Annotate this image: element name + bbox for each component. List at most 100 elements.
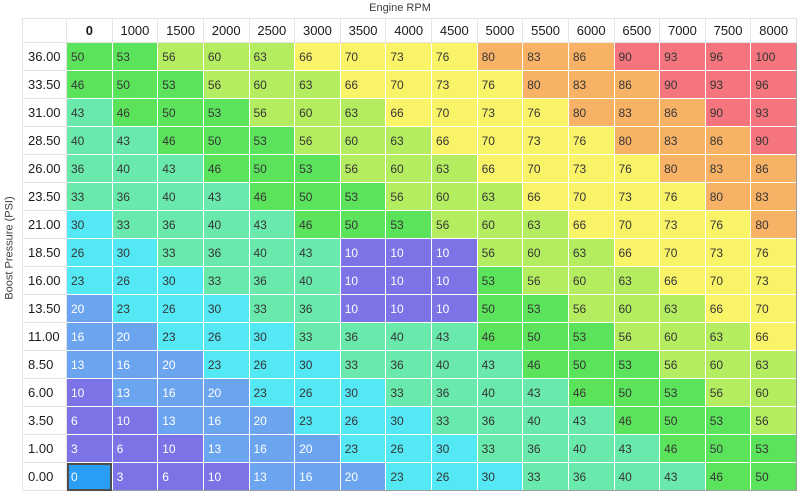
table-cell[interactable]: 93 [750,98,797,127]
table-cell[interactable]: 80 [613,126,661,155]
table-cell[interactable]: 70 [522,154,569,183]
column-header-7000[interactable]: 7000 [659,18,706,43]
table-cell[interactable]: 10 [339,238,387,267]
table-cell[interactable]: 23 [385,462,432,491]
table-cell[interactable]: 66 [522,182,569,211]
table-cell[interactable]: 90 [704,98,752,127]
table-cell[interactable]: 63 [476,182,524,211]
table-cell[interactable]: 96 [704,42,752,71]
table-cell[interactable]: 63 [704,322,752,351]
column-header-7500[interactable]: 7500 [704,18,752,43]
table-cell[interactable]: 26 [294,378,341,407]
column-header-1000[interactable]: 1000 [111,18,159,43]
table-cell[interactable]: 36 [111,182,159,211]
table-cell[interactable]: 66 [385,98,432,127]
table-cell[interactable]: 46 [66,70,113,99]
column-header-5000[interactable]: 5000 [476,18,524,43]
table-cell[interactable]: 43 [66,98,113,127]
table-cell[interactable]: 40 [248,238,296,267]
table-cell[interactable]: 53 [157,70,204,99]
table-cell[interactable]: 43 [613,434,661,463]
column-header-2000[interactable]: 2000 [202,18,250,43]
table-cell[interactable]: 53 [111,42,159,71]
table-cell[interactable]: 23 [294,406,341,435]
table-cell[interactable]: 36 [339,322,387,351]
table-cell[interactable]: 10 [385,266,432,295]
column-header-0[interactable]: 0 [66,18,113,43]
table-cell[interactable]: 10 [385,238,432,267]
table-cell[interactable]: 50 [476,294,524,323]
table-cell[interactable]: 50 [567,350,615,379]
table-cell[interactable]: 70 [431,98,478,127]
table-cell[interactable]: 73 [431,70,478,99]
table-cell[interactable]: 66 [294,42,341,71]
column-header-2500[interactable]: 2500 [248,18,296,43]
table-cell[interactable]: 43 [248,210,296,239]
table-cell[interactable]: 86 [613,70,661,99]
table-cell[interactable]: 33 [294,322,341,351]
table-cell[interactable]: 13 [248,462,296,491]
table-cell[interactable]: 13 [66,350,113,379]
table-cell[interactable]: 43 [111,126,159,155]
table-cell[interactable]: 16 [66,322,113,351]
row-header-23.50[interactable]: 23.50 [22,182,67,211]
table-cell[interactable]: 63 [385,126,432,155]
table-cell[interactable]: 20 [66,294,113,323]
table-cell[interactable]: 40 [431,350,478,379]
table-cell[interactable]: 36 [202,238,250,267]
table-cell[interactable]: 66 [431,126,478,155]
table-cell[interactable]: 53 [522,294,569,323]
column-header-3000[interactable]: 3000 [294,18,341,43]
table-cell[interactable]: 90 [659,70,706,99]
row-header-28.50[interactable]: 28.50 [22,126,67,155]
table-cell[interactable]: 60 [294,98,341,127]
table-cell[interactable]: 13 [202,434,250,463]
table-cell[interactable]: 3 [111,462,159,491]
table-cell[interactable]: 26 [385,434,432,463]
table-cell[interactable]: 13 [111,378,159,407]
table-cell[interactable]: 70 [659,238,706,267]
table-cell[interactable]: 60 [431,182,478,211]
table-cell[interactable]: 80 [567,98,615,127]
column-header-8000[interactable]: 8000 [750,18,797,43]
table-cell[interactable]: 76 [659,182,706,211]
table-cell[interactable]: 33 [431,406,478,435]
table-cell[interactable]: 43 [157,154,204,183]
table-cell[interactable]: 36 [476,406,524,435]
table-cell[interactable]: 50 [248,154,296,183]
table-cell[interactable]: 16 [294,462,341,491]
table-cell[interactable]: 36 [522,434,569,463]
table-cell[interactable]: 56 [157,42,204,71]
table-cell[interactable]: 66 [750,322,797,351]
table-cell[interactable]: 100 [750,42,797,71]
table-cell[interactable]: 40 [111,154,159,183]
table-cell[interactable]: 70 [339,42,387,71]
table-cell[interactable]: 70 [385,70,432,99]
table-cell[interactable]: 33 [111,210,159,239]
table-cell[interactable]: 53 [704,406,752,435]
table-cell[interactable]: 10 [202,462,250,491]
table-cell[interactable]: 96 [750,70,797,99]
table-cell[interactable]: 76 [750,238,797,267]
table-cell[interactable]: 56 [567,294,615,323]
table-cell[interactable]: 46 [613,406,661,435]
table-cell[interactable]: 50 [111,70,159,99]
table-cell[interactable]: 33 [522,462,569,491]
row-header-21.00[interactable]: 21.00 [22,210,67,239]
table-cell[interactable]: 46 [522,350,569,379]
table-cell[interactable]: 56 [385,182,432,211]
table-cell[interactable]: 33 [339,350,387,379]
table-cell[interactable]: 60 [659,322,706,351]
table-cell[interactable]: 43 [659,462,706,491]
table-cell[interactable]: 86 [567,42,615,71]
table-cell[interactable]: 46 [476,322,524,351]
table-cell[interactable]: 40 [157,182,204,211]
table-cell[interactable]: 60 [704,350,752,379]
table-cell[interactable]: 36 [431,378,478,407]
table-cell[interactable]: 53 [339,182,387,211]
table-cell[interactable]: 56 [248,98,296,127]
table-cell[interactable]: 76 [704,210,752,239]
table-cell[interactable]: 16 [157,378,204,407]
table-cell[interactable]: 56 [704,378,752,407]
table-cell[interactable]: 30 [385,406,432,435]
